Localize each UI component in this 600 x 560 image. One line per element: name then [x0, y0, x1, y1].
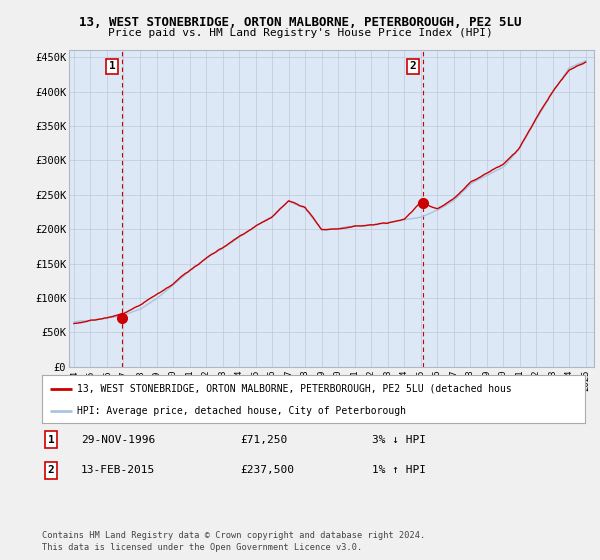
Text: 13, WEST STONEBRIDGE, ORTON MALBORNE, PETERBOROUGH, PE2 5LU: 13, WEST STONEBRIDGE, ORTON MALBORNE, PE… — [79, 16, 521, 29]
Text: HPI: Average price, detached house, City of Peterborough: HPI: Average price, detached house, City… — [77, 406, 406, 416]
Text: 13-FEB-2015: 13-FEB-2015 — [81, 465, 155, 475]
Text: This data is licensed under the Open Government Licence v3.0.: This data is licensed under the Open Gov… — [42, 543, 362, 552]
Text: 2: 2 — [47, 465, 55, 475]
Text: 29-NOV-1996: 29-NOV-1996 — [81, 435, 155, 445]
Text: 3% ↓ HPI: 3% ↓ HPI — [372, 435, 426, 445]
Text: Price paid vs. HM Land Registry's House Price Index (HPI): Price paid vs. HM Land Registry's House … — [107, 28, 493, 38]
Text: 1: 1 — [47, 435, 55, 445]
Text: £237,500: £237,500 — [240, 465, 294, 475]
Text: £71,250: £71,250 — [240, 435, 287, 445]
Text: Contains HM Land Registry data © Crown copyright and database right 2024.: Contains HM Land Registry data © Crown c… — [42, 531, 425, 540]
Text: 13, WEST STONEBRIDGE, ORTON MALBORNE, PETERBOROUGH, PE2 5LU (detached hous: 13, WEST STONEBRIDGE, ORTON MALBORNE, PE… — [77, 384, 512, 394]
Text: 1: 1 — [109, 62, 115, 72]
Text: 1% ↑ HPI: 1% ↑ HPI — [372, 465, 426, 475]
Text: 2: 2 — [409, 62, 416, 72]
